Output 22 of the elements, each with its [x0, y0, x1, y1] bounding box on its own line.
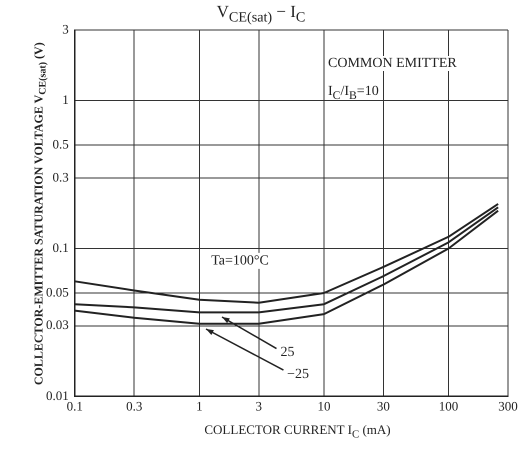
y-tick-label: 0.03	[46, 317, 69, 332]
y-tick-label: 0.3	[52, 169, 69, 184]
y-tick-label: 0.1	[52, 240, 69, 255]
annotation: 25	[280, 345, 295, 360]
x-tick-label: 300	[498, 398, 518, 414]
x-tick-label: 30	[376, 398, 390, 414]
annotation: −25	[287, 367, 309, 382]
x-tick-label: 3	[256, 398, 262, 414]
y-tick-label: 3	[62, 21, 69, 36]
y-tick-label: 0.01	[46, 388, 69, 403]
x-tick-label: 10	[317, 398, 330, 414]
y-tick-label: 0.5	[52, 136, 69, 152]
x-axis-title: COLLECTOR CURRENT I$_{C}$ (mA)	[203, 422, 392, 441]
x-tick-label: 1	[196, 398, 203, 414]
y-tick-label: 1	[62, 92, 69, 107]
x-tick-label: 0.3	[126, 398, 142, 414]
y-tick-label: 0.05	[46, 284, 69, 300]
annotation: Ta=100°C	[211, 254, 269, 269]
annotation: COMMON EMITTER	[326, 56, 459, 71]
annotation: I$_{C}$/I$_{B}$=10	[326, 84, 381, 102]
x-tick-label: 100	[438, 398, 458, 414]
chart-title: V$_{CE(sat)}$ − I$_{C}$	[216, 2, 306, 26]
